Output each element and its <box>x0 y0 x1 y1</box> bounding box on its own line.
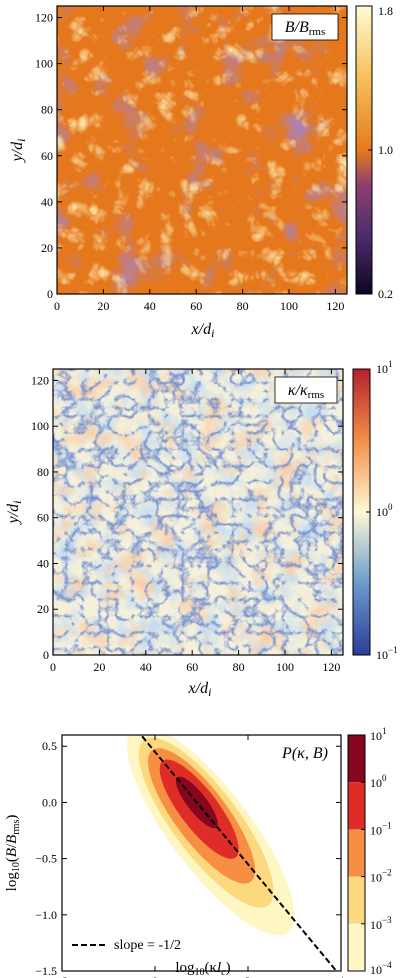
y-tick-label: 120 <box>35 11 53 25</box>
colorbar-band <box>348 829 365 877</box>
x-tick-label: 2 <box>245 974 251 978</box>
x-tick-label: 0 <box>54 299 60 313</box>
x-tick-label: 80 <box>233 660 245 674</box>
y-tick-label: 0.0 <box>42 795 57 809</box>
panel-label-box: B/Brms <box>271 13 339 41</box>
colorbar-frame <box>347 734 366 972</box>
y-tick-label: 80 <box>37 465 49 479</box>
colorbar-ticks: 101 100 10−1 <box>366 359 398 662</box>
y-tick-label: 120 <box>31 373 49 387</box>
y-tick-label: 0 <box>43 648 49 662</box>
legend-label: slope = -1/2 <box>114 938 181 953</box>
colorbar-band <box>348 735 365 783</box>
colorbar-tick-label: 100 <box>370 773 387 790</box>
y-tick-label: 100 <box>31 419 49 433</box>
panel-label-box: κ/κrms <box>274 376 338 404</box>
colorbar-tick-label: 10−1 <box>376 645 398 662</box>
colorbar-tick-label: 1.8 <box>378 4 393 18</box>
plot-frame <box>61 734 342 972</box>
legend: slope = -1/2 <box>72 938 181 953</box>
colorbar-ticks: 0.2 1.0 1.8 <box>368 4 393 301</box>
x-tick-label: 20 <box>97 299 109 313</box>
x-axis-label: x/di <box>191 321 215 340</box>
y-tick-label: 60 <box>37 511 49 525</box>
y-axis-label: y/di <box>9 139 28 164</box>
x-tick-label: 120 <box>326 299 344 313</box>
colorbar-tick-label: 10−2 <box>370 868 392 885</box>
y-tick-label: −0.5 <box>35 852 57 866</box>
x-tick-label: 60 <box>186 660 198 674</box>
panel-label: B/Brms <box>285 19 326 38</box>
y-tick-label: −1.5 <box>35 964 57 978</box>
colorbar-tick-label: 10−4 <box>370 960 392 977</box>
plot-frame <box>56 5 348 295</box>
y-axis-label: y/di <box>5 501 24 526</box>
y-tick-label: 0.5 <box>42 739 57 753</box>
axis-ticks: 0 20 40 60 80 100 120 0 20 40 60 80 100 120 <box>35 6 347 313</box>
panel-kappa: 0 20 40 60 80 100 120 0 20 40 60 80 100 120 κ/κrms x/… <box>5 359 398 699</box>
x-tick-label: −2 <box>56 974 69 978</box>
plot-frame <box>52 368 344 656</box>
panel-b-field: 0 20 40 60 80 100 120 0 20 40 60 80 100 120 B/Brms x/… <box>9 4 393 340</box>
y-tick-label: 80 <box>41 103 53 117</box>
heatmap-kappa <box>53 369 343 655</box>
x-tick-label: 20 <box>93 660 105 674</box>
colorbar-band <box>348 923 365 971</box>
y-tick-label: 20 <box>41 241 53 255</box>
y-tick-label: 40 <box>37 556 49 570</box>
y-tick-label: 0 <box>47 287 53 301</box>
x-tick-label: 0 <box>50 660 56 674</box>
x-tick-label: 100 <box>280 299 298 313</box>
contour-fills <box>127 735 295 936</box>
x-axis-label: log10(κlc) <box>175 960 230 978</box>
colorbar-tick-label: 10−1 <box>370 820 392 837</box>
x-tick-label: 0 <box>152 974 158 978</box>
colorbar-joint-pdf: 101 100 10−1 10−2 10−3 10−4 <box>347 726 392 977</box>
heatmap-b-field <box>57 6 347 294</box>
x-tick-label: 4 <box>338 974 344 978</box>
x-tick-label: 60 <box>190 299 202 313</box>
x-tick-label: 40 <box>140 660 152 674</box>
x-tick-label: 100 <box>276 660 294 674</box>
axis-ticks: −2 0 2 4 0.5 0.0 −0.5 −1.0 −1.5 <box>35 735 344 978</box>
colorbar-tick-label: 101 <box>370 726 387 743</box>
x-tick-label: 80 <box>237 299 249 313</box>
y-axis-label: log10(B/Brms) <box>4 815 22 892</box>
x-tick-label: 40 <box>144 299 156 313</box>
panel-label: P(κ, B) <box>281 745 328 762</box>
y-tick-label: 40 <box>41 195 53 209</box>
colorbar-tick-label: 0.2 <box>378 287 393 301</box>
y-tick-label: 100 <box>35 57 53 71</box>
colorbar-tick-label: 10−3 <box>370 915 392 932</box>
axis-ticks: 0 20 40 60 80 100 120 0 20 40 60 80 100 120 <box>31 369 343 674</box>
panel-joint-pdf: −2 0 2 4 0.5 0.0 −0.5 −1.0 −1.5 P(κ, B) slope = … <box>4 726 392 978</box>
y-tick-label: 20 <box>37 602 49 616</box>
colorbar-tick-label: 100 <box>376 502 393 519</box>
y-tick-label: 60 <box>41 149 53 163</box>
colorbar-tick-label: 1.0 <box>378 143 393 157</box>
colorbar-band <box>348 782 365 830</box>
colorbar-tick-label: 101 <box>376 359 393 376</box>
y-tick-label: −1.0 <box>35 908 57 922</box>
x-tick-label: 120 <box>322 660 340 674</box>
colorbar-band <box>348 876 365 924</box>
x-axis-label: x/di <box>188 680 212 699</box>
